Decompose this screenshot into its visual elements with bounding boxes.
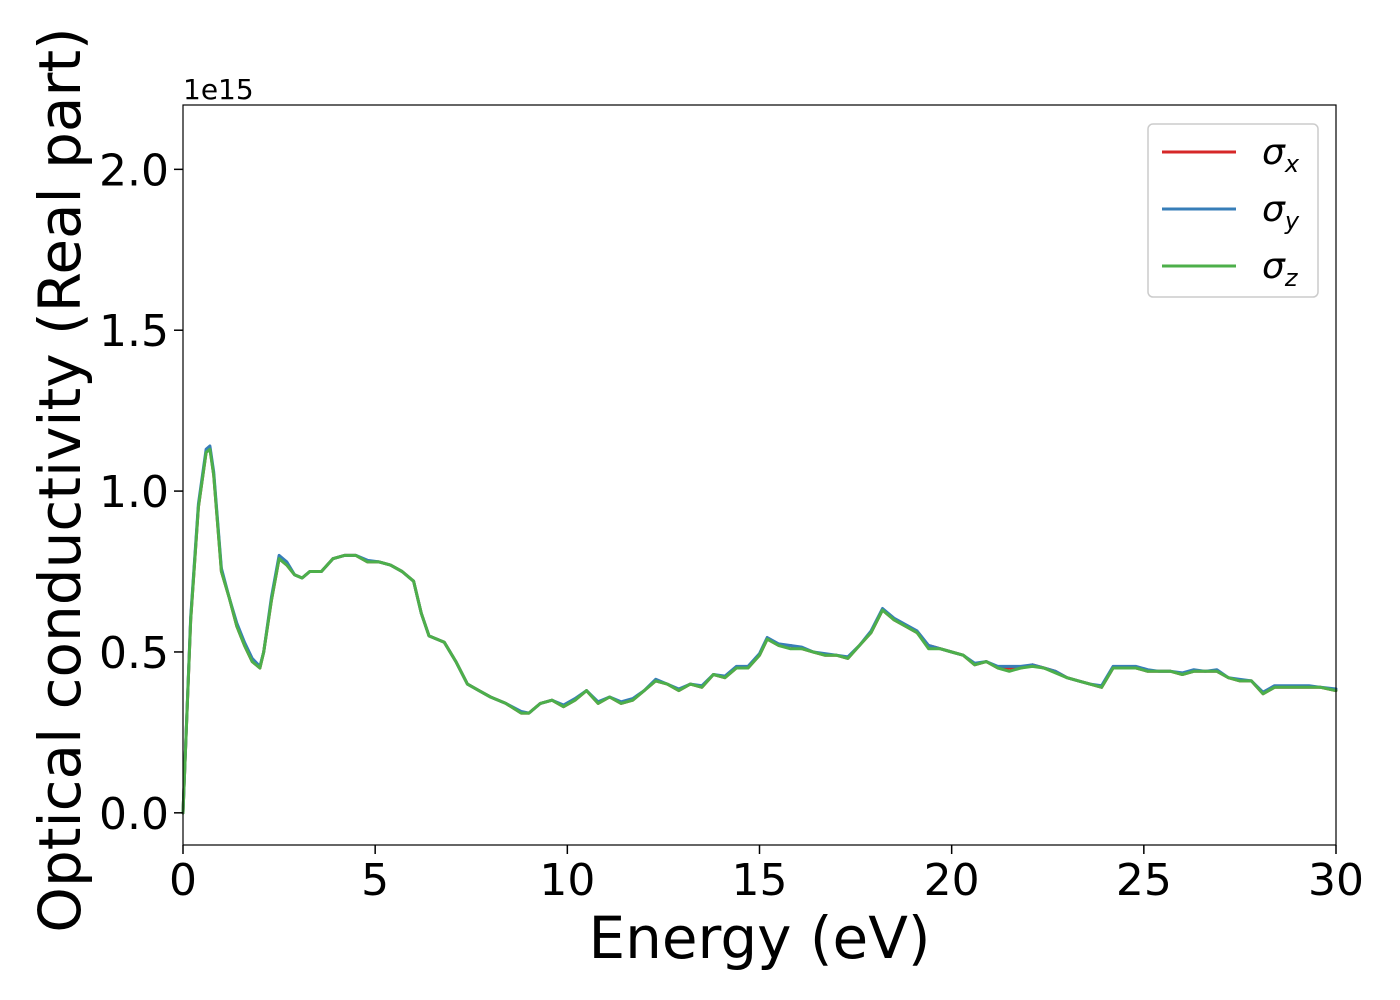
series-line-z — [181, 447, 1338, 815]
x-tick-label: 5 — [361, 855, 389, 906]
y-axis-title: Optical conductivity (Real part) — [26, 27, 94, 932]
x-tick-label: 20 — [924, 855, 980, 906]
legend-label-subscript: z — [1284, 264, 1299, 292]
y-tick-label: 1.5 — [99, 306, 169, 357]
x-tick-label: 0 — [169, 855, 197, 906]
legend-label-x: σx — [1262, 132, 1300, 178]
legend-label-subscript: x — [1284, 150, 1300, 178]
y-tick-label: 2.0 — [99, 145, 169, 196]
legend-label-y: σy — [1262, 189, 1300, 235]
series-lines — [181, 444, 1338, 815]
x-tick-label: 30 — [1308, 855, 1364, 906]
x-tick-label: 25 — [1116, 855, 1172, 906]
legend-label-base: σ — [1262, 246, 1286, 287]
y-axis-ticks: 0.0 0.5 1.0 1.5 2.0 — [99, 145, 183, 840]
y-axis-offset-label: 1e15 — [183, 73, 254, 106]
x-axis-ticks: 0 5 10 15 20 25 30 — [169, 845, 1364, 906]
x-axis-title: Energy (eV) — [588, 904, 930, 972]
legend-label-z: σz — [1262, 246, 1299, 292]
y-tick-label: 0.5 — [99, 628, 169, 679]
x-tick-label: 10 — [539, 855, 595, 906]
legend-label-base: σ — [1262, 189, 1286, 230]
legend-label-base: σ — [1262, 132, 1286, 173]
y-tick-label: 1.0 — [99, 467, 169, 518]
x-tick-label: 15 — [732, 855, 788, 906]
legend-label-subscript: y — [1284, 207, 1300, 235]
y-tick-label: 0.0 — [99, 789, 169, 840]
